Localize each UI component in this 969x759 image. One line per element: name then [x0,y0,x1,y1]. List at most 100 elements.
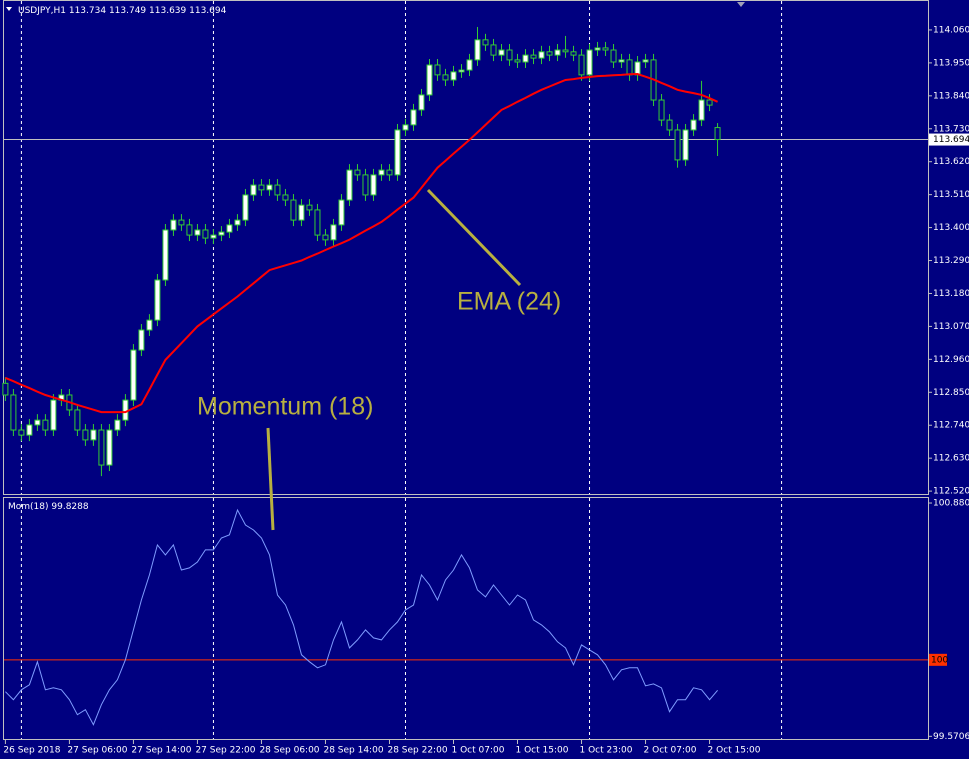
candle-body [610,49,617,63]
candle-body [370,174,377,196]
y-tick-label: 113.400 [933,223,969,233]
y-tick-label: 113.620 [933,157,969,167]
candle-body [330,224,337,241]
sub-panel [3,497,929,740]
x-tick-label: 1 Oct 23:00 [580,746,633,756]
candle-body [666,119,673,131]
open-value: 113.734 [69,6,106,16]
x-tick-label: 28 Sep 06:00 [259,746,319,756]
candle-body [202,229,209,239]
y-tick-label: 113.840 [933,91,969,101]
shift-marker [737,2,745,7]
candle-body [570,51,577,56]
x-tick-label: 28 Sep 22:00 [387,746,447,756]
candle-body [450,71,457,81]
candle-body [546,51,553,56]
annotation-pointer [426,188,522,287]
close-value: 113.694 [189,6,226,16]
candle-body [674,129,681,161]
y-tick-label: 113.510 [933,190,969,200]
candle-body [626,59,633,76]
candle-body [538,51,545,59]
candle-body [210,234,217,239]
candle-body [314,209,321,236]
y-tick-label: 112.850 [933,388,969,398]
candle-body [178,219,185,226]
candle-body [426,64,433,96]
y-tick-label: 113.950 [933,58,969,68]
price-label-box [929,133,969,146]
candle-body [258,184,265,191]
indicator-value: 99.8288 [51,502,88,512]
candle-body [306,204,313,211]
candle-body [154,279,161,321]
annotation: Momentum (18) [197,393,373,421]
candle-body [490,44,497,56]
candle-body [114,419,121,431]
candle-body [298,204,305,221]
menu-icon [6,7,12,11]
y-tick-label: 113.730 [933,124,969,134]
candle-body [226,224,233,233]
x-tick-label: 1 Oct 15:00 [516,746,569,756]
candle-body [82,429,89,441]
main-panel [3,0,929,495]
candle-body [98,429,105,466]
candle-body [194,229,201,236]
candle-body [410,109,417,126]
candle-body [34,419,41,426]
candle-body [466,59,473,71]
indicator-name: Mom(18) [8,502,49,512]
candle-body [586,49,593,76]
candle-body [322,234,329,241]
candle-body [690,119,697,131]
x-tick-label: 28 Sep 14:00 [323,746,383,756]
candle-body [498,49,505,56]
y-tick-label: 113.290 [933,256,969,266]
level-label: 100 [931,655,948,665]
x-tick-label: 2 Oct 15:00 [708,746,761,756]
candle-body [634,61,641,76]
candle-body [402,124,409,131]
candle-body [394,129,401,176]
candle-body [338,199,345,226]
candle-body [2,382,9,396]
candle-body [434,64,441,76]
candle-body [362,174,369,196]
candle-body [10,394,17,431]
candle-body [266,184,273,191]
y-tick-label: 113.070 [933,322,969,332]
annotation: EMA (24) [457,288,561,316]
candle-body [602,47,609,51]
candle-body [522,54,529,63]
candle-body [482,39,489,46]
low-value: 113.639 [149,6,186,16]
candle-body [578,54,585,76]
candle-body [170,219,177,231]
candle-body [554,49,561,56]
candle-body [138,329,145,351]
candle-body [274,184,281,196]
candle-body [42,419,49,431]
x-tick-label: 27 Sep 22:00 [195,746,255,756]
candle-body [162,229,169,281]
candle-body [18,429,25,436]
momentum-line [5,508,718,726]
candle-body [106,429,113,466]
candle-body [706,99,713,106]
candle-body [346,169,353,201]
candle-body [290,199,297,221]
candle-body [186,224,193,236]
candle-body [282,194,289,201]
candle-body [474,39,481,61]
candle-body [90,429,97,441]
candle-body [354,169,361,176]
indicator-header: Mom(18) 99.8288 [8,502,89,512]
candle-body [130,349,137,401]
candle-body [146,319,153,331]
y-tick-label: 112.630 [933,454,969,464]
high-value: 113.749 [109,6,146,16]
